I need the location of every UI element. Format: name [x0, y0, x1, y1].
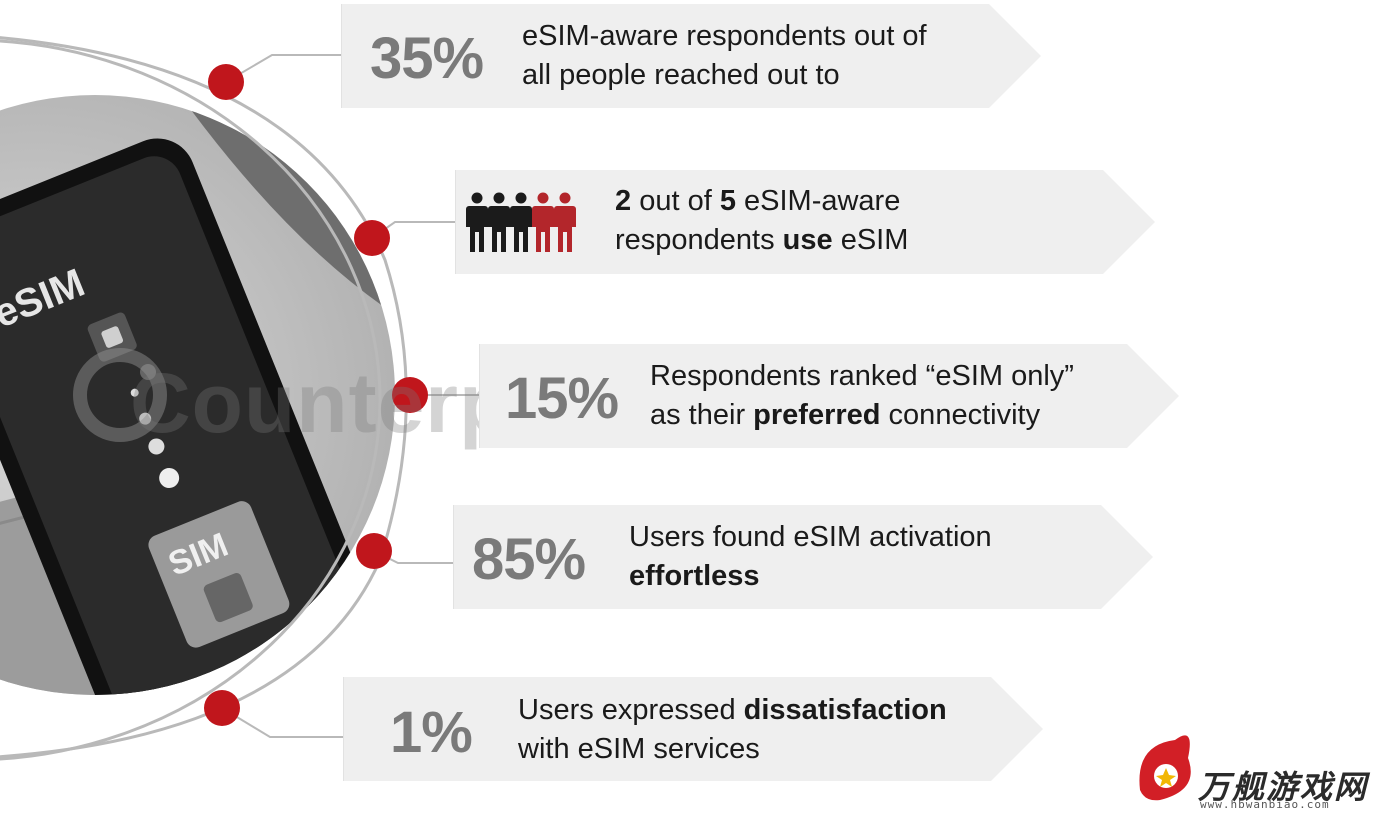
desc-text: use	[782, 224, 833, 256]
desc-text: Respondents ranked “eSIM only”	[650, 360, 1074, 392]
site-logo-text: 万舰游戏网	[1198, 768, 1369, 806]
stat-desc-5: Users expressed dissatisfaction with eSI…	[518, 691, 947, 769]
stat-value-4: 85%	[472, 527, 586, 592]
phone-shape: eSIM SIM	[0, 138, 377, 695]
stat-value-1: 35%	[370, 26, 484, 91]
site-logo-url: www.hbwanbiao.com	[1200, 798, 1330, 811]
stat-value-3: 15%	[505, 366, 619, 431]
desc-line: all people reached out to	[522, 56, 927, 95]
desc-text: Users found eSIM activation	[629, 521, 992, 553]
desc-text: out of	[631, 185, 720, 217]
desc-line: Respondents ranked “eSIM only”	[650, 357, 1074, 396]
desc-line: Users found eSIM activation	[629, 518, 992, 557]
timeline-dot-2	[354, 220, 390, 256]
desc-text: eSIM-aware	[735, 185, 901, 217]
desc-text: respondents	[615, 224, 783, 256]
stat-desc-1: eSIM-aware respondents out of all people…	[522, 17, 927, 95]
site-logo-icon	[1139, 735, 1191, 801]
stat-value-5: 1%	[390, 700, 473, 765]
desc-text: preferred	[753, 399, 881, 431]
stat-card-5	[343, 677, 1043, 781]
desc-line: effortless	[629, 557, 992, 596]
desc-text: 5	[719, 185, 736, 217]
desc-text: Users expressed	[518, 694, 744, 726]
desc-line: Users expressed dissatisfaction	[518, 691, 947, 730]
people-icon	[466, 192, 576, 252]
timeline-dot-3	[392, 377, 428, 413]
desc-text: all people reached out to	[522, 59, 840, 91]
timeline-dot-1	[208, 64, 244, 100]
desc-text: with eSIM services	[518, 733, 760, 765]
connector-5	[221, 707, 345, 738]
stat-desc-2: 2 out of 5 eSIM-aware respondents use eS…	[615, 182, 908, 260]
desc-line: as their preferred connectivity	[650, 396, 1074, 435]
timeline-arc	[0, 39, 382, 761]
desc-text: as their	[650, 399, 754, 431]
desc-text: 2	[615, 185, 632, 217]
desc-line: 2 out of 5 eSIM-aware	[615, 182, 908, 221]
stat-card-1	[341, 4, 1041, 108]
desc-text: effortless	[629, 560, 760, 592]
desc-text: eSIM-aware respondents out of	[522, 20, 927, 52]
timeline-dot-4	[356, 533, 392, 569]
desc-text: dissatisfaction	[743, 694, 947, 726]
desc-line: with eSIM services	[518, 730, 947, 769]
desc-text: eSIM	[832, 224, 909, 256]
stat-desc-3: Respondents ranked “eSIM only” as their …	[650, 357, 1074, 435]
desc-line: eSIM-aware respondents out of	[522, 17, 927, 56]
desc-text: connectivity	[880, 399, 1041, 431]
stat-desc-4: Users found eSIM activation effortless	[629, 518, 992, 596]
stat-card-3	[479, 344, 1179, 448]
stat-card-4	[453, 505, 1153, 609]
connector-1	[225, 54, 345, 83]
desc-line: respondents use eSIM	[615, 221, 908, 260]
timeline-dot-5	[204, 690, 240, 726]
